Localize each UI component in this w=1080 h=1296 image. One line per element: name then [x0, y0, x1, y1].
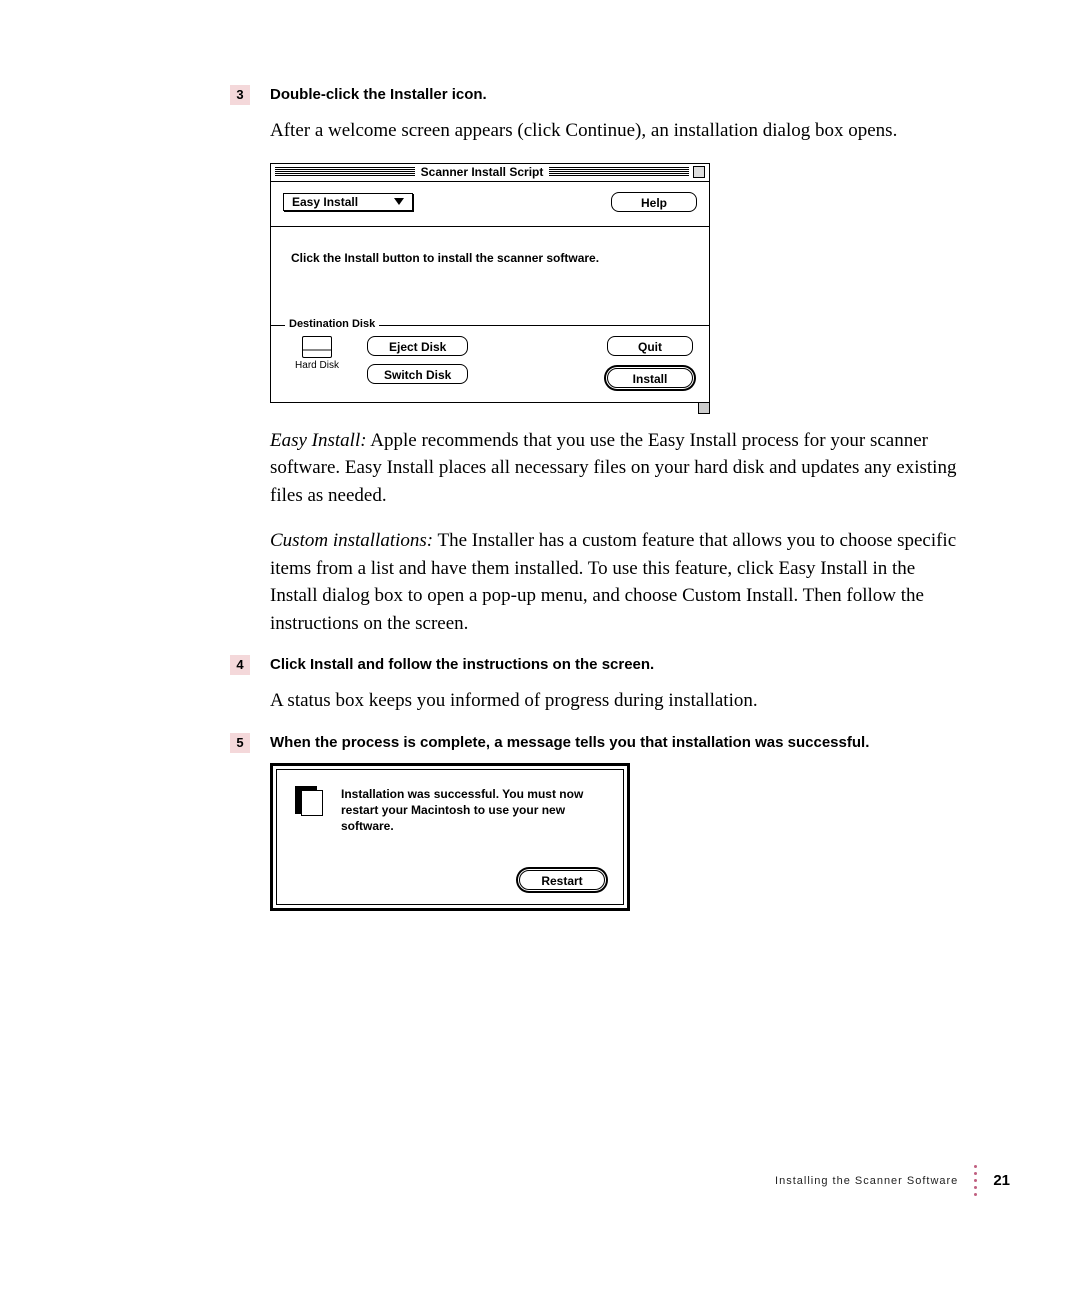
divider-top	[271, 226, 709, 227]
step-4: 4 Click Install and follow the instructi…	[230, 655, 960, 675]
step-number-4: 4	[230, 655, 250, 675]
chevron-down-icon	[394, 198, 404, 205]
para-status: A status box keeps you informed of progr…	[270, 687, 960, 715]
install-instruction: Click the Install button to install the …	[283, 233, 697, 325]
easy-install-body: Apple recommends that you use the Easy I…	[270, 430, 956, 506]
step-number-3: 3	[230, 85, 250, 105]
para-easy-install: Easy Install: Apple recommends that you …	[270, 427, 960, 510]
para-after-welcome: After a welcome screen appears (click Co…	[270, 117, 960, 145]
success-message-text: Installation was successful. You must no…	[341, 786, 605, 835]
step-heading-5: When the process is complete, a message …	[270, 733, 869, 753]
custom-install-lead: Custom installations:	[270, 530, 433, 551]
quit-button[interactable]: Quit	[607, 336, 693, 356]
hard-disk-icon	[302, 336, 332, 358]
installer-title: Scanner Install Script	[415, 165, 550, 179]
restart-button[interactable]: Restart	[519, 870, 605, 890]
step-heading-4: Click Install and follow the instruction…	[270, 655, 654, 675]
document-icon	[295, 786, 325, 816]
success-dialog: Installation was successful. You must no…	[270, 763, 630, 912]
installer-titlebar: Scanner Install Script	[271, 164, 709, 182]
zoom-box-icon[interactable]	[693, 166, 705, 178]
step-number-5: 5	[230, 733, 250, 753]
action-buttons: Quit Install	[607, 336, 693, 388]
disk-icon-group: Hard Disk	[287, 336, 347, 371]
titlebar-lines-left	[275, 167, 415, 177]
installer-top-row: Easy Install Help	[283, 192, 697, 212]
para-custom-install: Custom installations: The Installer has …	[270, 527, 960, 637]
destination-section: Destination Disk Hard Disk Eject Disk Sw…	[271, 325, 709, 402]
install-type-label: Easy Install	[292, 195, 358, 209]
easy-install-lead: Easy Install:	[270, 430, 367, 451]
install-type-popup[interactable]: Easy Install	[283, 193, 413, 211]
step-5: 5 When the process is complete, a messag…	[230, 733, 960, 753]
help-button[interactable]: Help	[611, 192, 697, 212]
destination-label: Destination Disk	[285, 318, 379, 330]
resize-handle-icon[interactable]	[698, 402, 710, 414]
restart-row: Restart	[295, 870, 605, 890]
titlebar-lines-right	[549, 167, 689, 177]
install-button[interactable]: Install	[607, 368, 693, 388]
disk-name: Hard Disk	[295, 360, 339, 371]
footer-dots-icon	[974, 1165, 977, 1196]
footer-page-number: 21	[993, 1172, 1010, 1189]
success-message-row: Installation was successful. You must no…	[295, 786, 605, 835]
installer-dialog: Scanner Install Script Easy Install Help…	[270, 163, 710, 403]
page-footer: Installing the Scanner Software 21	[775, 1165, 1010, 1196]
step-3: 3 Double-click the Installer icon.	[230, 85, 960, 105]
success-dialog-inner: Installation was successful. You must no…	[276, 769, 624, 906]
footer-chapter-title: Installing the Scanner Software	[775, 1175, 958, 1187]
switch-disk-button[interactable]: Switch Disk	[367, 364, 468, 384]
disk-buttons: Eject Disk Switch Disk	[367, 336, 468, 384]
step-heading-3: Double-click the Installer icon.	[270, 85, 487, 105]
installer-body: Easy Install Help Click the Install butt…	[271, 182, 709, 402]
eject-disk-button[interactable]: Eject Disk	[367, 336, 468, 356]
